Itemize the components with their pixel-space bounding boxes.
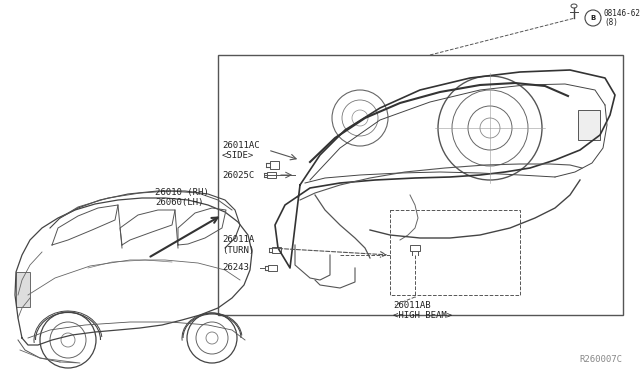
Bar — [578, 110, 600, 140]
Bar — [390, 210, 520, 295]
Bar — [218, 55, 623, 315]
Bar — [16, 272, 30, 307]
Text: <SIDE>: <SIDE> — [222, 151, 254, 160]
Text: (8): (8) — [604, 17, 618, 26]
Bar — [272, 247, 280, 253]
Bar — [267, 171, 275, 179]
Text: 08146-6202H: 08146-6202H — [604, 10, 640, 19]
Text: 26011AB: 26011AB — [393, 301, 431, 310]
Text: 26011AC: 26011AC — [222, 141, 260, 150]
Text: <HIGH BEAM>: <HIGH BEAM> — [393, 311, 452, 320]
Text: R260007C: R260007C — [579, 355, 622, 364]
Text: (TURN): (TURN) — [222, 246, 254, 254]
Text: B: B — [590, 15, 596, 21]
Text: 26011A: 26011A — [222, 235, 254, 244]
Text: 26025C: 26025C — [222, 170, 254, 180]
Bar — [410, 245, 420, 251]
Text: 26060(LH): 26060(LH) — [155, 199, 204, 208]
Bar — [270, 161, 279, 169]
Text: 26010 (RH): 26010 (RH) — [155, 187, 209, 196]
Bar — [268, 264, 276, 272]
Text: 26243: 26243 — [222, 263, 249, 273]
